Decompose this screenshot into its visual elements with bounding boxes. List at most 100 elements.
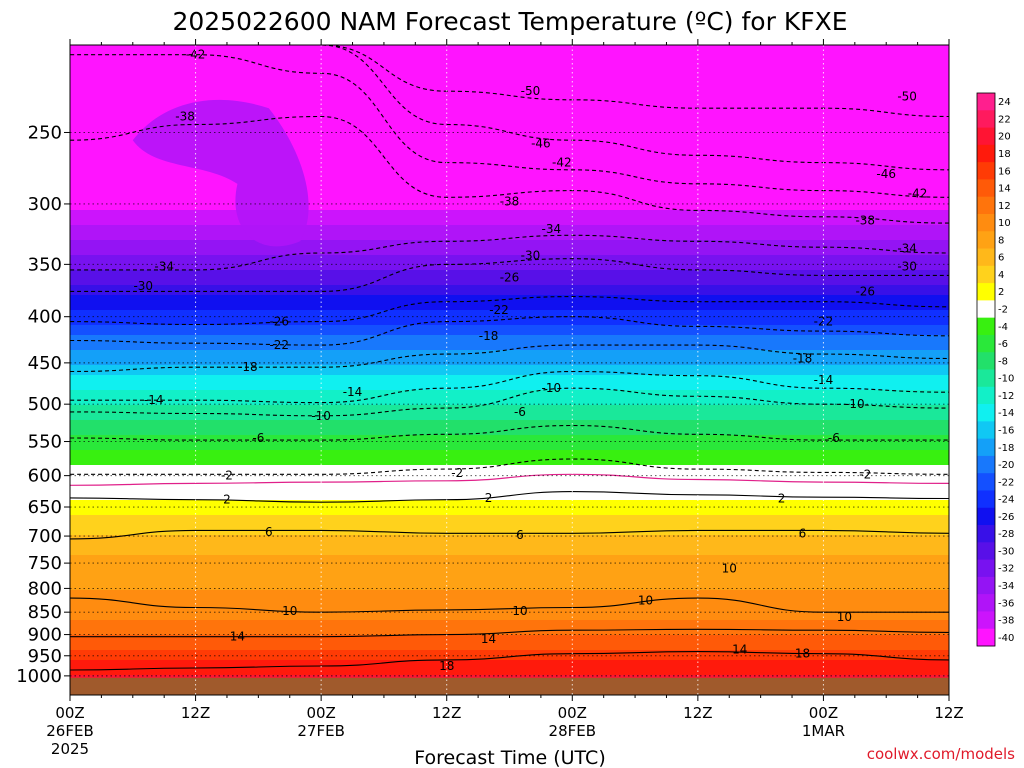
temperature-band (70, 655, 949, 661)
contour-label: -6 (252, 431, 264, 445)
temperature-band (70, 190, 949, 196)
colorbar-label: 16 (998, 166, 1011, 177)
contour-label: -6 (828, 431, 840, 445)
colorbar-label: 6 (998, 253, 1004, 264)
temperature-band (70, 295, 949, 301)
y-tick-label: 450 (28, 353, 62, 374)
temperature-band (70, 170, 949, 176)
colorbar-swatch (977, 196, 995, 215)
temperature-band (70, 220, 949, 226)
temperature-band (70, 225, 949, 231)
contour-line (70, 529, 949, 540)
colorbar-label: 4 (998, 270, 1004, 281)
temperature-band (70, 65, 949, 71)
temperature-band (70, 440, 949, 446)
temperature-band (70, 460, 949, 466)
temperature-band (70, 325, 949, 331)
contour-label: 18 (795, 647, 810, 661)
temperature-band (70, 580, 949, 586)
temperature-band (70, 515, 949, 521)
temperature-band (70, 350, 949, 356)
colorbar-label: -40 (998, 633, 1014, 644)
colorbar-swatch (977, 611, 995, 630)
colorbar-label: 18 (998, 149, 1011, 160)
temperature-band (70, 75, 949, 81)
temperature-contours (70, 45, 949, 671)
temperature-band (70, 525, 949, 531)
temperature-band (70, 100, 949, 106)
temperature-band (70, 585, 949, 591)
y-tick-label: 500 (28, 394, 62, 415)
colorbar: 24 22 20 18 16 14 12 10 8 6 4 2 -2 -4 -6 -8 -10 -12 -14 -16… (976, 92, 1014, 647)
contour-label: -38 (500, 194, 520, 208)
colorbar-label: -20 (998, 460, 1014, 471)
contour-line (70, 387, 949, 417)
colorbar-swatch (977, 283, 995, 301)
temperature-band (70, 195, 949, 201)
temperature-band (70, 80, 949, 86)
colorbar-label: 2 (998, 287, 1004, 298)
temperature-band (70, 360, 949, 366)
colorbar-swatch (977, 490, 995, 509)
temperature-band (70, 400, 949, 406)
temperature-band (70, 305, 949, 311)
temperature-band (70, 185, 949, 191)
colorbar-label: -14 (998, 408, 1014, 419)
cold-pool-patch (132, 99, 309, 247)
temperature-band (70, 510, 949, 516)
temperature-band (70, 450, 949, 456)
contour-label: -10 (311, 409, 331, 423)
temperature-band (70, 95, 949, 101)
ground-surface (70, 677, 949, 695)
temperature-band (70, 385, 949, 391)
temperature-band (70, 145, 949, 151)
y-tick-label: 550 (28, 432, 62, 453)
temperature-band (70, 85, 949, 91)
credit-text: coolwx.com/models (867, 745, 1015, 763)
temperature-band (70, 255, 949, 261)
temperature-band (70, 300, 949, 306)
temperature-band (70, 650, 949, 656)
temperature-band (70, 490, 949, 496)
temperature-band (70, 620, 949, 626)
contour-line (70, 370, 949, 404)
temperature-band (70, 245, 949, 251)
colorbar-swatch (977, 334, 995, 353)
temperature-band (70, 150, 949, 156)
contour-label: -46 (876, 167, 896, 181)
colorbar-swatch (977, 507, 995, 526)
colorbar-swatch (977, 300, 995, 319)
y-tick-label: 300 (28, 194, 62, 215)
y-tick-label: 950 (28, 646, 62, 667)
contour-line (70, 651, 949, 671)
y-tick-label: 250 (28, 122, 62, 143)
colorbar-label: 22 (998, 114, 1011, 125)
contour-label: -30 (133, 279, 153, 293)
contour-line (70, 458, 949, 475)
colorbar-label: -32 (998, 564, 1014, 575)
x-tick-label: 00Z (558, 704, 587, 722)
colorbar-swatch (977, 231, 995, 249)
temperature-band (70, 315, 949, 321)
contour-label: -18 (793, 351, 813, 365)
y-axis: 2503003504004505005506006507007508008509… (16, 122, 70, 687)
colorbar-label: -38 (998, 616, 1014, 627)
temperature-band (70, 575, 949, 581)
contour-label: -34 (154, 260, 174, 274)
temperature-band (70, 605, 949, 611)
temperature-band (70, 330, 949, 336)
colorbar-label: -2 (998, 305, 1008, 316)
contour-line (70, 628, 949, 638)
contour-label: 6 (799, 526, 807, 540)
temperature-band (70, 125, 949, 131)
contour-label: 14 (481, 632, 496, 646)
x-tick-label: 00Z (55, 704, 84, 722)
temperature-band (70, 370, 949, 376)
x-tick-date: 27FEB (297, 722, 344, 740)
temperature-band (70, 565, 949, 571)
contour-label: -22 (269, 338, 289, 352)
temperature-band (70, 550, 949, 556)
colorbar-swatch (977, 369, 995, 388)
